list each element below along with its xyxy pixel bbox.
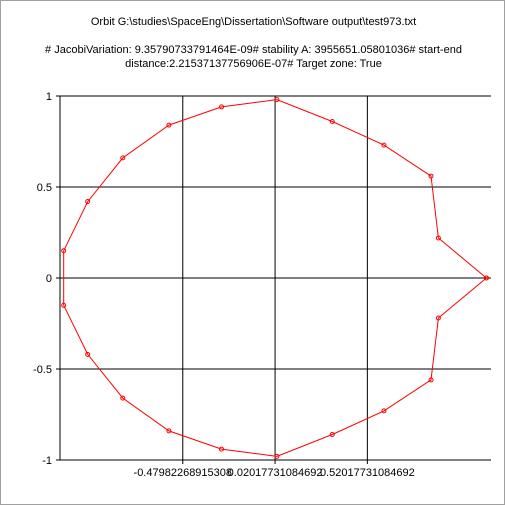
orbit-point-0-11 [61, 302, 67, 308]
orbit-point-0-17 [329, 432, 335, 438]
y-tick-label-0: 1 [46, 91, 52, 103]
chart-subtitle-line-2: distance:2.21537137756906E-07# Target zo… [125, 58, 382, 70]
orbit-point-0-14 [166, 428, 172, 434]
orbit-point-0-6 [219, 104, 225, 110]
orbit-point-0-20 [435, 315, 441, 321]
y-tick-label-2: 0 [46, 273, 52, 285]
orbit-point-0-10 [61, 248, 67, 254]
y-tick-label-1: 0.5 [37, 182, 52, 194]
orbit-line-0 [63, 99, 487, 457]
y-tick-label-3: -0.5 [33, 364, 52, 376]
orbit-point-0-18 [381, 408, 387, 414]
orbit-point-0-12 [85, 351, 91, 357]
orbit-point-0-5 [274, 97, 280, 103]
orbit-point-0-2 [428, 173, 434, 179]
orbit-point-0-7 [166, 122, 172, 128]
orbit-point-0-21 [483, 275, 489, 281]
orbit-point-0-16 [274, 453, 280, 459]
orbit-point-0-3 [381, 142, 387, 148]
orbit-point-0-1 [435, 235, 441, 241]
x-tick-label-0: -0.47982268915308 [134, 467, 232, 479]
orbit-point-0-13 [120, 395, 126, 401]
orbit-point-0-19 [428, 377, 434, 383]
orbit-point-0-8 [120, 155, 126, 161]
orbit-point-0-15 [219, 446, 225, 452]
orbit-point-0-9 [85, 199, 91, 205]
x-tick-label-1: 0.02017731084692 [228, 467, 323, 479]
x-tick-label-2: 0.52017731084692 [320, 467, 415, 479]
chart-title: Orbit G:\studies\SpaceEng\Dissertation\S… [90, 16, 417, 28]
chart-subtitle-line-1: # JacobiVariation: 9.35790733791464E-09#… [45, 44, 462, 56]
orbit-point-0-4 [329, 118, 335, 124]
y-tick-label-4: -1 [42, 455, 52, 467]
